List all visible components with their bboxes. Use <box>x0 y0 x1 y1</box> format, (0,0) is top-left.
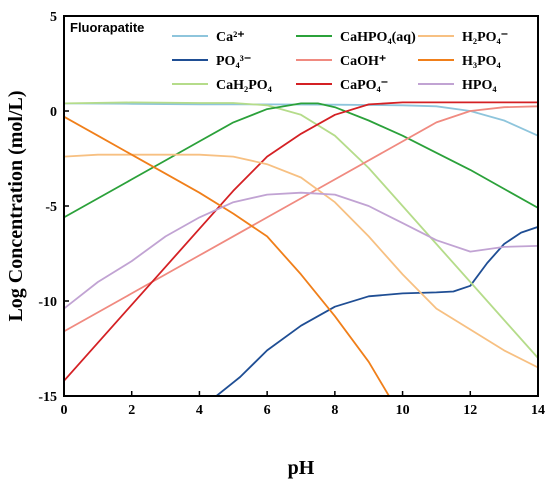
series-line-4 <box>64 105 538 333</box>
series-line-6 <box>64 153 538 369</box>
y-tick-label: -15 <box>38 390 57 405</box>
x-tick-label: 14 <box>531 403 545 418</box>
x-tick-label: 2 <box>128 403 135 418</box>
y-tick-label: 0 <box>50 105 57 120</box>
x-tick-label: 12 <box>463 403 477 418</box>
x-tick-label: 0 <box>61 403 68 418</box>
plot-frame <box>63 15 539 397</box>
x-tick-label: 8 <box>331 403 338 418</box>
y-tick-label: -5 <box>45 200 57 215</box>
legend-label-5: CaPO₄⁻ <box>340 78 388 93</box>
y-tick-label: 5 <box>50 10 57 25</box>
x-tick-label: 4 <box>196 403 203 418</box>
series-line-7 <box>64 115 390 396</box>
chart-annotation: Fluorapatite <box>70 20 144 35</box>
legend-label-0: Ca²⁺ <box>216 30 245 45</box>
x-axis: 0 2 4 6 8 10 12 14 <box>61 391 545 418</box>
plot-lines <box>64 101 538 396</box>
legend-label-8: HPO₄ <box>462 78 497 93</box>
series-line-2 <box>64 101 538 359</box>
legend: Ca²⁺ PO₄³⁻ CaH₂PO₄ CaHPO₄(aq) CaOH⁺ CaPO₄⁻ H₂P… <box>172 30 508 93</box>
series-line-1 <box>215 226 538 396</box>
x-tick-label: 6 <box>264 403 271 418</box>
series-line-3 <box>64 102 538 219</box>
y-axis: 5 0 -5 -10 -15 <box>38 10 69 405</box>
legend-label-2: CaH₂PO₄ <box>216 78 273 93</box>
legend-label-3: CaHPO₄(aq) <box>340 30 416 45</box>
x-tick-label: 10 <box>396 403 410 418</box>
legend-label-4: CaOH⁺ <box>340 54 386 69</box>
x-axis-title: pH <box>288 457 315 479</box>
legend-label-6: H₂PO₄⁻ <box>462 30 508 45</box>
y-axis-title: Log Concentration (mol/L) <box>5 90 27 321</box>
series-line-0 <box>64 102 538 137</box>
series-line-5 <box>64 101 538 382</box>
y-tick-label: -10 <box>38 295 57 310</box>
legend-label-1: PO₄³⁻ <box>216 54 251 69</box>
legend-label-7: H₃PO₄ <box>462 54 502 69</box>
series-line-8 <box>64 191 538 310</box>
